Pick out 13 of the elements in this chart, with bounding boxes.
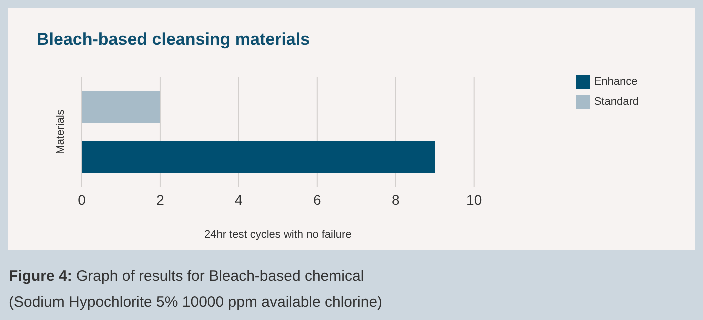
caption: Figure 4: Graph of results for Bleach-based chemical (9, 268, 364, 285)
x-axis-title: 24hr test cycles with no failure (204, 229, 352, 241)
y-axis-title: Materials (54, 109, 67, 154)
x-tick-label: 2 (156, 192, 165, 208)
legend-label: Enhance (594, 76, 638, 88)
x-tick-label: 6 (314, 192, 322, 208)
x-tick-label: 0 (78, 192, 86, 208)
x-tick-label: 8 (392, 192, 400, 208)
legend-label: Standard (594, 96, 639, 108)
x-tick-label: 4 (235, 192, 244, 208)
text: (Sodium Hypochlorite 5% 10000 ppm available chlorine) (9, 294, 383, 311)
chart-title: Bleach-based cleansing materials (37, 30, 310, 50)
x-tick-label: 10 (466, 192, 482, 208)
